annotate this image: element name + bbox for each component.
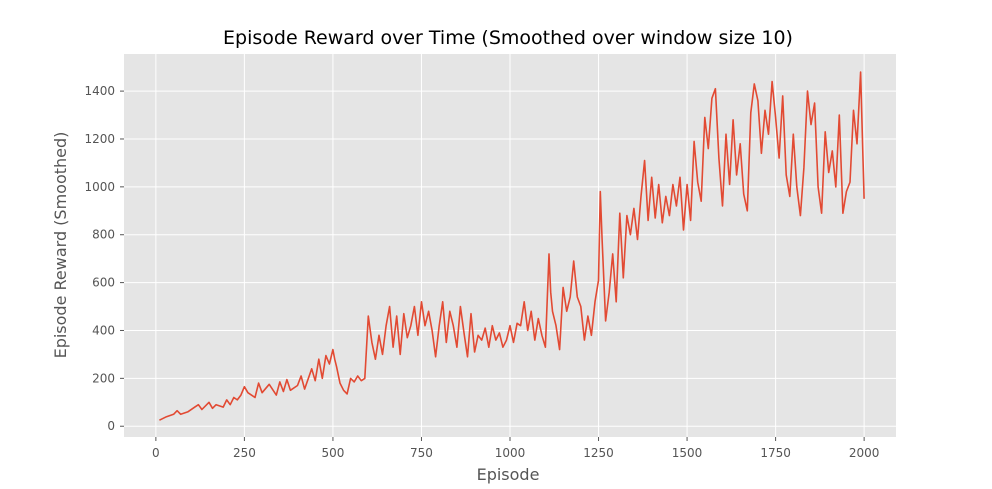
x-tick-label: 500 (321, 446, 344, 460)
horizontal-gridlines (124, 90, 896, 427)
x-tick-label: 1750 (760, 446, 791, 460)
x-axis-label: Episode (477, 465, 540, 484)
x-tick-label: 1250 (583, 446, 614, 460)
y-tick-label: 800 (92, 228, 115, 242)
y-tick-marks (120, 90, 124, 427)
x-tick-labels: 0 250 500 750 1000 1250 1500 1750 2000 (152, 446, 879, 460)
reward-series-line (159, 71, 865, 421)
x-tick-label: 750 (410, 446, 433, 460)
y-tick-label: 200 (92, 371, 115, 385)
y-tick-label: 1400 (84, 84, 115, 98)
y-tick-label: 1000 (84, 180, 115, 194)
y-tick-labels: 0 200 400 600 800 1000 1200 1400 (84, 84, 115, 433)
x-tick-label: 2000 (849, 446, 880, 460)
x-tick-label: 1000 (495, 446, 526, 460)
y-axis-label: Episode Reward (Smoothed) (51, 132, 70, 359)
x-tick-label: 1500 (672, 446, 703, 460)
x-tick-marks (155, 437, 865, 441)
x-tick-label: 0 (152, 446, 160, 460)
y-tick-label: 600 (92, 276, 115, 290)
chart-title: Episode Reward over Time (Smoothed over … (223, 27, 793, 49)
series-group (159, 71, 865, 421)
y-tick-label: 0 (107, 419, 115, 433)
y-tick-label: 1200 (84, 132, 115, 146)
y-tick-label: 400 (92, 323, 115, 337)
x-tick-label: 250 (233, 446, 256, 460)
